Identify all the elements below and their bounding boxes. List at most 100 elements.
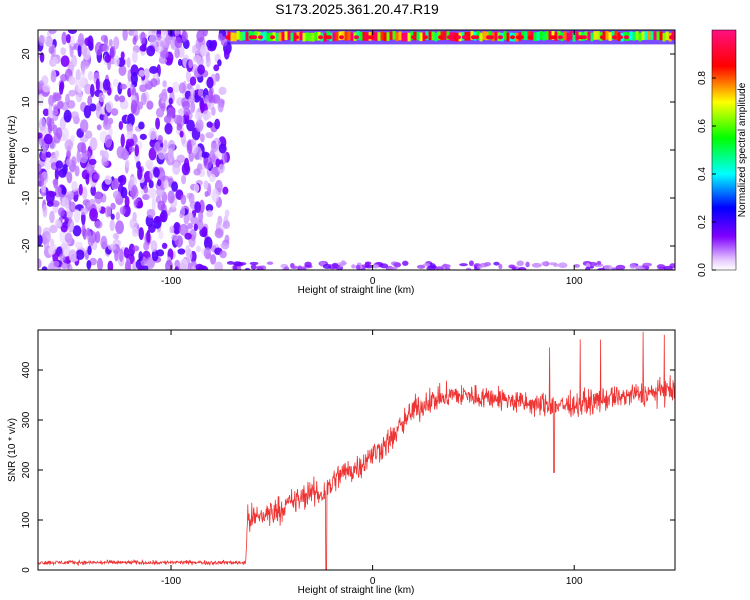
spectrogram-noise-cell [148, 127, 157, 140]
spectrogram-noise-cell [151, 197, 156, 211]
spectrogram-band-cell [395, 32, 399, 42]
spectrogram-noise-cell [89, 137, 98, 151]
spectrogram-bottom-cell [249, 261, 259, 266]
spectrogram-band-cell [602, 31, 606, 40]
spectrogram-band-cell [407, 32, 411, 42]
spectrogram-noise-cell [119, 206, 126, 215]
spectrogram-noise-cell [203, 155, 213, 170]
spectrogram-noise-cell [44, 157, 51, 172]
spectrogram-noise-cell [62, 244, 71, 257]
spectrogram-band-peak [518, 35, 524, 40]
spectrogram-band-peak [551, 35, 557, 40]
spectrogram-band-peak [527, 35, 533, 40]
spectrogram-band-cell [287, 31, 291, 40]
spectrogram-noise-cell [197, 64, 205, 75]
spectrogram-band-peak [257, 35, 263, 40]
spectrogram-band-cell [377, 32, 381, 41]
spectrogram-noise-cell [179, 130, 184, 138]
spectrogram-noise-cell [47, 262, 55, 270]
spectrogram-bottom-cell [298, 266, 307, 270]
spectrogram-noise-cell [203, 236, 213, 250]
spectrogram-noise-cell [210, 142, 218, 153]
spectrogram-noise-cell [176, 123, 183, 131]
spectrogram-noise-cell [174, 36, 183, 49]
spectrogram-noise-cell [57, 207, 66, 217]
spectrogram-noise-cell [138, 251, 143, 262]
snr-xlabel: Height of straight line (km) [298, 585, 415, 596]
spectrogram-noise-cell [38, 132, 43, 139]
spectrogram-noise-cell [90, 185, 97, 196]
spectrogram-noise-cell [103, 113, 109, 125]
spectrogram-noise-cell [112, 178, 120, 190]
spectrogram-noise-cell [186, 248, 193, 263]
spectrogram-band-cell [299, 31, 303, 41]
spectrogram-band-cell [665, 31, 669, 41]
spectrogram-band-cell [479, 32, 483, 42]
spectrogram-noise-cell [180, 194, 187, 205]
spectrogram-xtick-label: 100 [566, 276, 583, 287]
spectrogram-noise-cell [179, 258, 189, 270]
spectrogram-noise-cell [194, 111, 203, 121]
spectrogram-noise-cell [143, 68, 150, 79]
spectrogram-noise-cell [188, 192, 195, 204]
spectrogram-band-cell [332, 32, 336, 42]
spectrogram-noise-cell [149, 66, 158, 74]
spectrogram-noise-cell [41, 266, 48, 270]
spectrogram-bottom-cell [232, 261, 243, 267]
spectrogram-band-peak [461, 35, 467, 40]
spectrogram-noise-cell [126, 57, 131, 69]
spectrogram-noise-cell [139, 133, 147, 140]
spectrogram-noise-cell [68, 30, 77, 35]
spectrogram-band-peak [557, 35, 563, 40]
spectrogram-noise-cell [214, 261, 223, 270]
spectrogram-bottom-cell [484, 262, 492, 267]
spectrogram-noise-cell [154, 215, 161, 224]
spectrogram-band-cell [347, 31, 351, 41]
spectrogram-noise-cell [178, 82, 186, 94]
spectrogram-band-peak [293, 35, 299, 40]
spectrogram-band-peak [338, 35, 344, 40]
spectrogram-noise-cell [168, 97, 173, 105]
spectrogram-noise-cell [172, 161, 181, 175]
spectrogram-noise-cell [132, 245, 140, 252]
spectrogram-noise-cell [87, 35, 94, 49]
spectrogram-noise-cell [109, 219, 115, 232]
spectrogram-noise-cell [120, 186, 128, 199]
spectrogram-noise-cell [193, 168, 201, 176]
spectrogram-noise-cell [42, 108, 50, 117]
spectrogram-xlabel: Height of straight line (km) [298, 285, 415, 296]
spectrogram-noise-cell [150, 240, 158, 252]
spectrogram-noise-cell [118, 95, 126, 103]
spectrogram-noise-cell [171, 81, 180, 93]
spectrogram-band-cell [470, 31, 474, 40]
spectrogram-noise-cell [89, 103, 97, 112]
spectrogram-bottom-cell [642, 262, 652, 267]
spectrogram-band-cell [605, 31, 609, 40]
spectrogram-bottom-cell [426, 266, 437, 270]
spectrogram-noise-cell [66, 171, 73, 184]
spectrogram-band-cell [230, 32, 234, 42]
spectrogram-noise-cell [138, 265, 144, 270]
snr-ylabel: SNR (10 * v/v) [7, 418, 18, 482]
spectrogram-noise-cell [203, 247, 212, 260]
spectrogram-noise-cell [94, 41, 104, 56]
spectrogram-noise-cell [112, 78, 119, 87]
spectrogram-bottom-cell [511, 266, 517, 270]
spectrogram-noise-cell [61, 186, 67, 195]
spectrogram-noise-cell [217, 100, 224, 113]
spectrogram-noise-cell [48, 245, 56, 255]
spectrogram-noise-cell [69, 44, 74, 58]
spectrogram-band-cell [587, 31, 591, 41]
spectrogram-noise-cell [191, 265, 197, 270]
spectrogram-noise-cell [159, 212, 166, 223]
spectrogram-bottom-cell [603, 264, 613, 270]
spectrogram-band-cell [653, 31, 657, 40]
snr-ytick-label: 400 [21, 361, 32, 378]
colorbar: 0.0 0.2 0.4 0.6 0.8 Normalized spectral ampl… [697, 29, 748, 277]
spectrogram-noise-cell [111, 108, 119, 116]
spectrogram-band-cell [389, 31, 393, 41]
spectrogram-noise-cell [87, 245, 92, 256]
snr-ytick-label: 100 [21, 511, 32, 528]
spectrogram-noise-cell [79, 119, 89, 133]
